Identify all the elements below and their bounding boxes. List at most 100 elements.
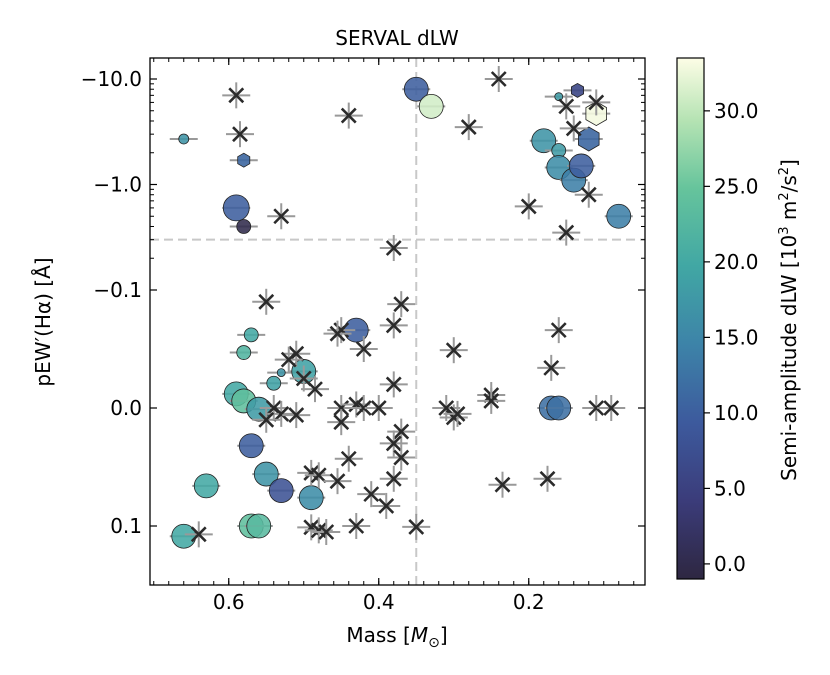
x-marker [310,467,327,484]
x-marker [490,71,507,87]
x-marker [190,526,207,543]
hexagon-marker [571,82,584,98]
x-marker [355,341,372,357]
colorbar-tick-label: 5.0 [714,476,746,500]
colorbar-tick-label: 10.0 [714,401,759,425]
chart-title: SERVAL dLW [335,26,459,50]
x-marker [393,449,410,466]
x-marker [228,87,245,104]
hexagon-marker [237,152,251,168]
y-tick-label: −0.1 [93,278,142,302]
circle-marker [298,485,324,511]
x-marker [307,381,323,398]
x-marker [445,342,462,359]
x-marker [273,208,290,225]
x-marker [539,470,556,487]
x-marker [363,486,380,503]
circle-marker [236,345,252,360]
data-points [169,66,633,549]
colorbar-label: Semi-amplitude dLW [103 m2/s2] [777,159,801,481]
x-marker [288,407,305,423]
circle-marker [554,92,564,102]
x-marker [550,322,567,339]
colorbar-ticks: 0.0 5.0 10.0 15.0 20.0 25.0 30.0 [704,99,759,576]
x-tick-label: 0.4 [363,590,395,614]
circle-marker [222,194,250,222]
x-marker [348,518,365,534]
x-marker [318,524,335,540]
circle-marker [178,133,190,145]
x-marker [460,119,477,136]
x-marker [438,400,455,416]
x-tick-label: 0.2 [513,590,545,614]
x-marker [558,98,575,115]
x-marker [273,405,290,422]
y-tick-label: 0.0 [110,396,142,420]
x-marker [588,94,605,111]
x-marker [385,240,402,256]
circle-marker [418,93,444,119]
circle-marker [238,433,264,459]
circle-marker [568,153,594,179]
circle-marker [276,368,286,378]
colorbar-tick-label: 15.0 [714,325,759,349]
circle-marker [246,513,272,539]
circle-marker [236,219,252,234]
x-marker [393,296,410,313]
circle-marker [546,395,572,421]
x-marker [393,423,410,440]
colorbar [676,57,705,580]
x-marker [232,126,248,143]
x-marker [329,473,346,490]
x-marker [449,405,466,422]
x-marker [280,351,297,368]
y-tick-label: −1.0 [93,173,142,197]
x-marker [385,470,402,487]
y-tick-label: −10.0 [81,67,142,91]
x-marker [543,359,560,376]
circle-marker [268,478,294,504]
y-axis-label: pEW′(Hα) [Å] [31,257,55,386]
axis-ticks: 0.6 0.4 0.2 −10.0 −1.0 −0.1 0.0 0.1 [81,58,645,614]
circle-marker [531,128,557,154]
circle-marker [243,327,259,343]
y-tick-label: 0.1 [110,514,142,538]
x-marker [588,400,605,416]
x-marker [408,518,425,535]
colorbar-tick-label: 25.0 [714,174,759,198]
hexagon-marker [578,126,600,152]
colorbar-tick-label: 0.0 [714,552,746,576]
circle-marker [253,461,279,487]
x-marker [385,435,402,452]
plot-area [150,58,645,585]
dashed-guides [150,58,645,585]
x-marker [355,400,372,416]
x-axis-label: Mass [M⊙] [346,623,447,651]
x-marker [565,120,582,137]
circle-marker [193,473,219,499]
x-marker [603,400,620,416]
x-marker [329,325,346,342]
x-marker [494,476,511,493]
colorbar-tick-label: 30.0 [714,99,759,123]
x-marker [378,498,395,514]
circle-marker [606,203,632,229]
colorbar-tick-label: 20.0 [714,250,759,274]
x-marker [385,376,402,393]
x-marker [580,186,597,203]
plot-frame [149,57,646,586]
x-marker [370,400,387,416]
x-marker [340,450,357,467]
circle-marker [403,76,429,102]
x-marker [333,414,350,431]
x-marker [558,224,575,241]
x-marker [258,411,275,428]
x-marker [258,293,275,310]
x-marker [520,198,537,215]
circle-marker [266,375,282,391]
x-marker [340,107,357,124]
x-tick-label: 0.6 [213,590,245,614]
x-marker [385,317,402,334]
x-marker [333,400,350,416]
